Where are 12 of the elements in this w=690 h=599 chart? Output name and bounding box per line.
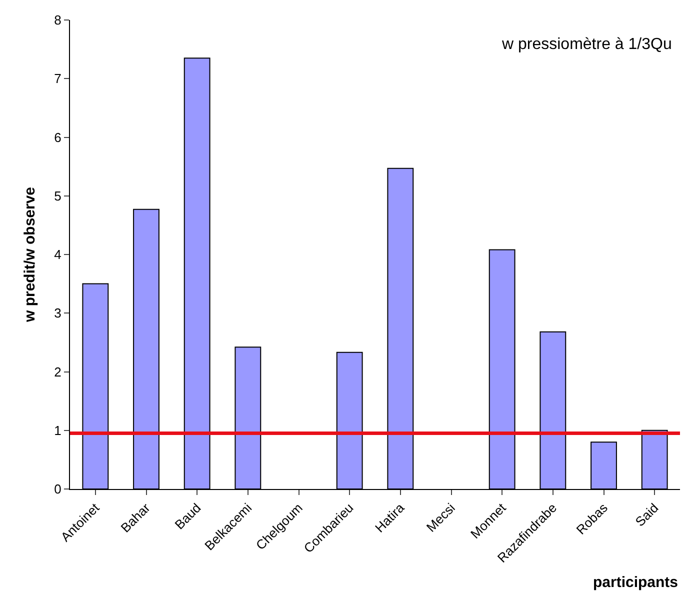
y-tick-label: 7 (54, 71, 62, 86)
y-tick-label: 4 (54, 247, 62, 262)
y-tick-label: 1 (54, 422, 62, 438)
y-tick-label: 3 (54, 306, 62, 321)
y-tick-label: 5 (54, 188, 62, 204)
y-tick-label: 2 (54, 364, 62, 380)
y-tick-label: 8 (54, 12, 62, 28)
y-tick-label: 0 (54, 482, 62, 497)
x-axis-title: participants (593, 574, 678, 591)
text: w pressiomètre à 1/3Qu (501, 36, 672, 53)
y-tick-label: 6 (54, 130, 62, 145)
y-axis-title: w predit/w observe (21, 186, 38, 324)
